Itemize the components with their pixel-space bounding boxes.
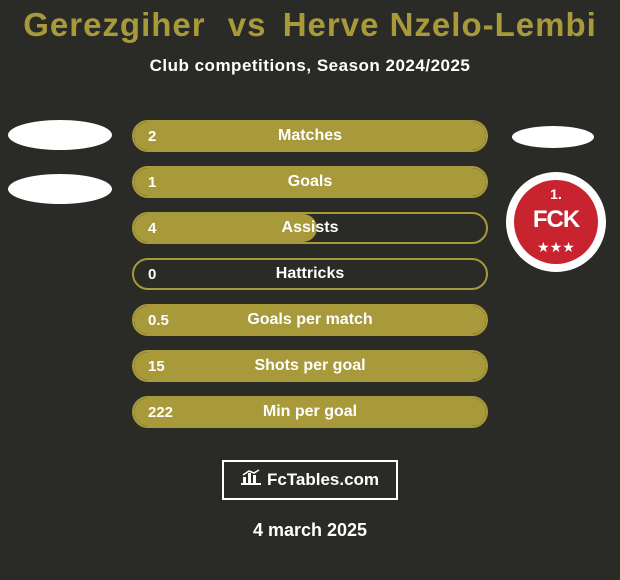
stat-rows: 2 Matches 1 Goals 4 Assists 0 Hattricks 0.5 Goals…: [0, 120, 620, 428]
stat-value: 2: [148, 128, 188, 145]
stat-value: 0: [148, 266, 188, 283]
stat-row: 2 Matches: [132, 120, 488, 152]
stat-label: Matches: [278, 127, 342, 145]
stat-value: 1: [148, 174, 188, 191]
brand-box: FcTables.com: [222, 460, 398, 500]
stat-value: 222: [148, 404, 188, 421]
content-wrapper: Gerezgiher vs Herve Nzelo-Lembi Club com…: [0, 0, 620, 541]
stat-label: Hattricks: [276, 265, 344, 283]
stat-row: 0.5 Goals per match: [132, 304, 488, 336]
stat-row: 0 Hattricks: [132, 258, 488, 290]
chart-icon: [241, 469, 261, 492]
stat-row: 222 Min per goal: [132, 396, 488, 428]
stat-row: 4 Assists: [132, 212, 488, 244]
title-player1: Gerezgiher: [23, 6, 205, 43]
date-text: 4 march 2025: [0, 520, 620, 541]
stat-row: 15 Shots per goal: [132, 350, 488, 382]
page-title: Gerezgiher vs Herve Nzelo-Lembi: [0, 6, 620, 44]
stat-row: 1 Goals: [132, 166, 488, 198]
title-vs: vs: [228, 6, 267, 43]
stat-label: Min per goal: [263, 403, 357, 421]
stat-label: Goals per match: [247, 311, 372, 329]
brand-text: FcTables.com: [267, 470, 379, 490]
subtitle: Club competitions, Season 2024/2025: [0, 56, 620, 76]
title-player2: Herve Nzelo-Lembi: [283, 6, 597, 43]
stat-value: 15: [148, 358, 188, 375]
stat-value: 0.5: [148, 312, 188, 329]
stat-label: Goals: [288, 173, 332, 191]
stat-value: 4: [148, 220, 188, 237]
stat-label: Assists: [282, 219, 339, 237]
stat-label: Shots per goal: [254, 357, 365, 375]
